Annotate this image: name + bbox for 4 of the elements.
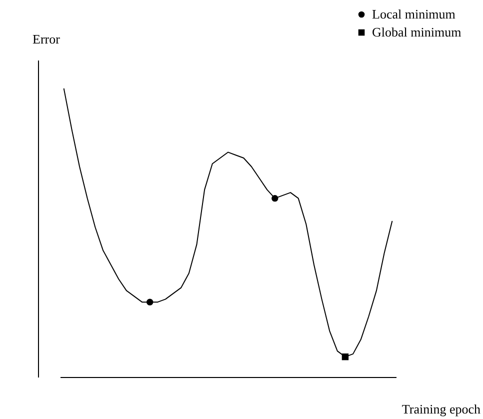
- y-axis-title: Error: [32, 32, 61, 46]
- legend-label: Global minimum: [372, 24, 462, 40]
- legend-label: Local minimum: [372, 6, 456, 22]
- x-axis-title: Training epoch: [402, 402, 481, 416]
